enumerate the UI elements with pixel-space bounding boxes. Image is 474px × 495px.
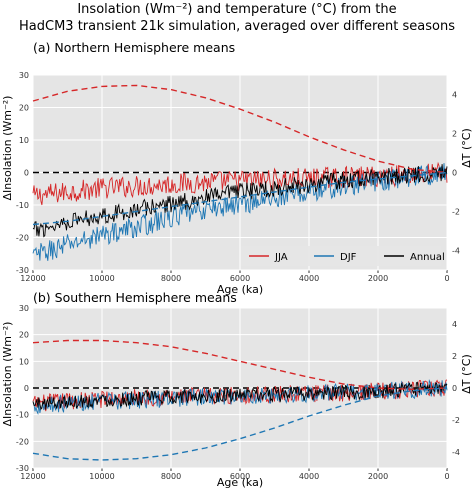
panel-southern-hemisphere: (b) Southern Hemisphere means Age (ka) Δ… (1, 290, 473, 489)
panel-northern-hemisphere: (a) Northern Hemisphere means Age (ka) Δ… (1, 40, 473, 296)
y-right-tick-label: 2 (452, 352, 457, 361)
plot-area: 12000 10000 8000 6000 4000 2000 0-30-20-100102… (16, 304, 460, 481)
y-tick-label: 10 (19, 357, 29, 366)
x-tick-label: 8000 (161, 274, 181, 283)
y-tick-label: -30 (16, 266, 29, 275)
x-tick-label: 10000 (89, 472, 114, 481)
y-tick-label: 20 (19, 104, 29, 113)
y-right-tick-label: 0 (452, 169, 457, 178)
y-tick-label: -20 (16, 234, 29, 243)
y-tick-label: 0 (24, 169, 29, 178)
y-axis-label: ΔInsolation (Wm⁻²) (1, 96, 14, 201)
plot-area: 12000 10000 8000 6000 4000 2000 0-30-20-100102… (16, 71, 460, 283)
insolation-series-djf (32, 387, 448, 461)
y-tick-label: 0 (24, 384, 29, 393)
y-tick-label: 10 (19, 136, 29, 145)
y-tick-label: -10 (16, 411, 29, 420)
y-axis-label-right: ΔT (°C) (460, 128, 473, 168)
figure-title-line1: Insolation (Wm⁻²) and temperature (°C) f… (77, 2, 396, 17)
figure-title-line2: HadCM3 transient 21k simulation, average… (19, 19, 455, 34)
y-right-tick-label: -2 (452, 416, 460, 425)
legend-label: Annual (410, 252, 445, 263)
legend-label: DJF (340, 252, 357, 263)
x-tick-label: 6000 (230, 274, 250, 283)
x-tick-label: 2000 (368, 472, 388, 481)
x-tick-label: 10000 (89, 274, 114, 283)
y-right-tick-label: -2 (452, 208, 460, 217)
y-right-tick-label: 4 (452, 91, 457, 100)
x-tick-label: 4000 (299, 274, 319, 283)
x-tick-label: 0 (444, 274, 449, 283)
x-tick-label: 6000 (230, 472, 250, 481)
legend-box (241, 246, 441, 266)
y-axis-label: ΔInsolation (Wm⁻²) (1, 322, 14, 427)
y-right-tick-label: 4 (452, 320, 457, 329)
y-right-tick-label: 0 (452, 384, 457, 393)
y-right-tick-label: -4 (452, 448, 460, 457)
legend-label: JJA (274, 252, 288, 263)
y-right-tick-label: -4 (452, 247, 460, 256)
y-tick-label: -10 (16, 201, 29, 210)
legend: JJA DJF Annual (241, 246, 445, 266)
x-tick-label: 0 (444, 472, 449, 481)
insolation-series-jja (32, 84, 448, 174)
panel-title: (a) Northern Hemisphere means (33, 40, 235, 55)
y-tick-label: 30 (19, 71, 29, 80)
temperature-series-djf (32, 163, 448, 261)
y-axis-label-right: ΔT (°C) (460, 354, 473, 394)
x-tick-label: 8000 (161, 472, 181, 481)
y-tick-label: -30 (16, 464, 29, 473)
temperature-series-annual (32, 381, 448, 410)
y-tick-label: -20 (16, 437, 29, 446)
x-tick-label: 2000 (368, 274, 388, 283)
x-tick-label: 12000 (20, 274, 45, 283)
temperature-series-annual (32, 164, 448, 238)
x-axis-label: Age (ka) (217, 476, 263, 489)
x-tick-label: 12000 (20, 472, 45, 481)
y-tick-label: 30 (19, 304, 29, 313)
y-tick-label: 20 (19, 331, 29, 340)
x-axis-label: Age (ka) (217, 283, 263, 296)
temperature-series-jja (32, 161, 448, 206)
panel-title: (b) Southern Hemisphere means (33, 290, 237, 305)
y-right-tick-label: 2 (452, 130, 457, 139)
x-tick-label: 4000 (299, 472, 319, 481)
